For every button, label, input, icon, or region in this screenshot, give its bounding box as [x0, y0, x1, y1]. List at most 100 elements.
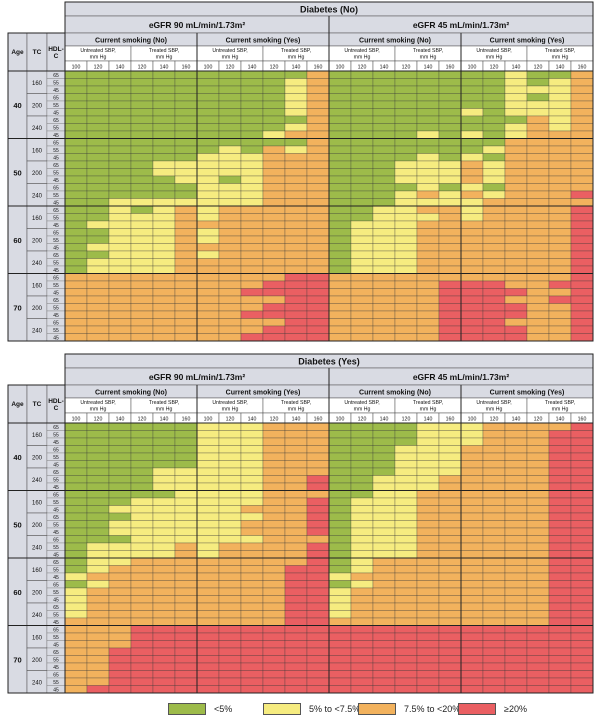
heatmap-cell	[284, 123, 308, 132]
heatmap-cell	[86, 190, 110, 199]
heatmap-cell	[570, 115, 594, 124]
heatmap-cell	[240, 685, 264, 694]
heatmap-cell	[416, 288, 440, 297]
heatmap-cell	[526, 482, 550, 491]
heatmap-cell	[284, 460, 308, 469]
heatmap-cell	[350, 467, 374, 476]
heatmap-cell	[460, 115, 484, 124]
hdl-label: 55	[53, 657, 59, 663]
heatmap-cell	[526, 542, 550, 551]
sbp-group-header: Untreated SBP,	[80, 400, 115, 406]
heatmap-cell	[262, 258, 286, 267]
heatmap-cell	[350, 265, 374, 274]
hdl-label: 45	[53, 200, 59, 206]
heatmap-cell	[130, 100, 154, 109]
heatmap-cell	[130, 430, 154, 439]
sbp-group-unit: mm Hg	[288, 55, 305, 61]
heatmap-cell	[64, 445, 88, 454]
hdl-label: 65	[53, 275, 59, 281]
heatmap-cell	[306, 640, 330, 649]
heatmap-cell	[306, 205, 330, 214]
heatmap-cell	[570, 160, 594, 169]
heatmap-cell	[548, 280, 572, 289]
heatmap-cell	[240, 235, 264, 244]
heatmap-cell	[306, 445, 330, 454]
heatmap-cell	[482, 670, 506, 679]
heatmap-cell	[350, 565, 374, 574]
panel-title: Diabetes (No)	[300, 5, 358, 15]
heatmap-cell	[240, 130, 264, 139]
heatmap-cell	[438, 520, 462, 529]
heatmap-cell	[306, 430, 330, 439]
heatmap-cell	[570, 318, 594, 327]
heatmap-cell	[372, 670, 396, 679]
heatmap-cell	[526, 115, 550, 124]
hdl-col-header-suffix: C	[54, 405, 59, 412]
heatmap-cell	[416, 445, 440, 454]
heatmap-cell	[130, 520, 154, 529]
heatmap-cell	[548, 430, 572, 439]
heatmap-cell	[394, 318, 418, 327]
sbp-value-label: 140	[512, 65, 521, 71]
heatmap-cell	[328, 617, 352, 626]
heatmap-cell	[438, 153, 462, 162]
heatmap-cell	[284, 243, 308, 252]
heatmap-cell	[438, 220, 462, 229]
sbp-value-label: 120	[358, 417, 367, 423]
heatmap-cell	[196, 655, 220, 664]
heatmap-cell	[86, 557, 110, 566]
heatmap-cell	[152, 295, 176, 304]
heatmap-cell	[284, 512, 308, 521]
heatmap-cell	[328, 535, 352, 544]
heatmap-cell	[416, 228, 440, 237]
heatmap-cell	[130, 662, 154, 671]
heatmap-cell	[460, 250, 484, 259]
heatmap-cell	[548, 497, 572, 506]
heatmap-cell	[218, 220, 242, 229]
heatmap-cell	[504, 93, 528, 102]
tc-label: 200	[32, 103, 43, 109]
heatmap-cell	[438, 550, 462, 559]
heatmap-cell	[196, 153, 220, 162]
heatmap-cell	[240, 610, 264, 619]
heatmap-cell	[240, 670, 264, 679]
heatmap-cell	[262, 213, 286, 222]
heatmap-cell	[504, 452, 528, 461]
heatmap-cell	[196, 280, 220, 289]
heatmap-cell	[174, 138, 198, 147]
heatmap-cell	[64, 228, 88, 237]
heatmap-cell	[196, 685, 220, 694]
heatmap-cell	[526, 108, 550, 117]
heatmap-cell	[240, 273, 264, 282]
heatmap-cell	[438, 280, 462, 289]
sbp-value-label: 140	[424, 417, 433, 423]
tc-label: 200	[32, 171, 43, 177]
heatmap-cell	[482, 437, 506, 446]
heatmap-cell	[504, 100, 528, 109]
heatmap-cell	[328, 250, 352, 259]
heatmap-cell	[570, 288, 594, 297]
heatmap-cell	[152, 123, 176, 132]
heatmap-cell	[306, 303, 330, 312]
panel-title: Diabetes (Yes)	[298, 357, 360, 367]
heatmap-cell	[240, 228, 264, 237]
heatmap-cell	[350, 168, 374, 177]
heatmap-cell	[460, 527, 484, 536]
heatmap-cell	[262, 235, 286, 244]
heatmap-cell	[394, 198, 418, 207]
heatmap-cell	[460, 430, 484, 439]
hdl-label: 45	[53, 155, 59, 161]
heatmap-cell	[416, 115, 440, 124]
heatmap-cell	[108, 497, 132, 506]
heatmap-cell	[86, 123, 110, 132]
heatmap-cell	[284, 670, 308, 679]
heatmap-cell	[174, 235, 198, 244]
heatmap-cell	[460, 580, 484, 589]
heatmap-cell	[64, 318, 88, 327]
heatmap-cell	[438, 677, 462, 686]
heatmap-cell	[570, 430, 594, 439]
heatmap-cell	[152, 265, 176, 274]
heatmap-cell	[284, 333, 308, 342]
heatmap-cell	[416, 130, 440, 139]
heatmap-cell	[152, 205, 176, 214]
